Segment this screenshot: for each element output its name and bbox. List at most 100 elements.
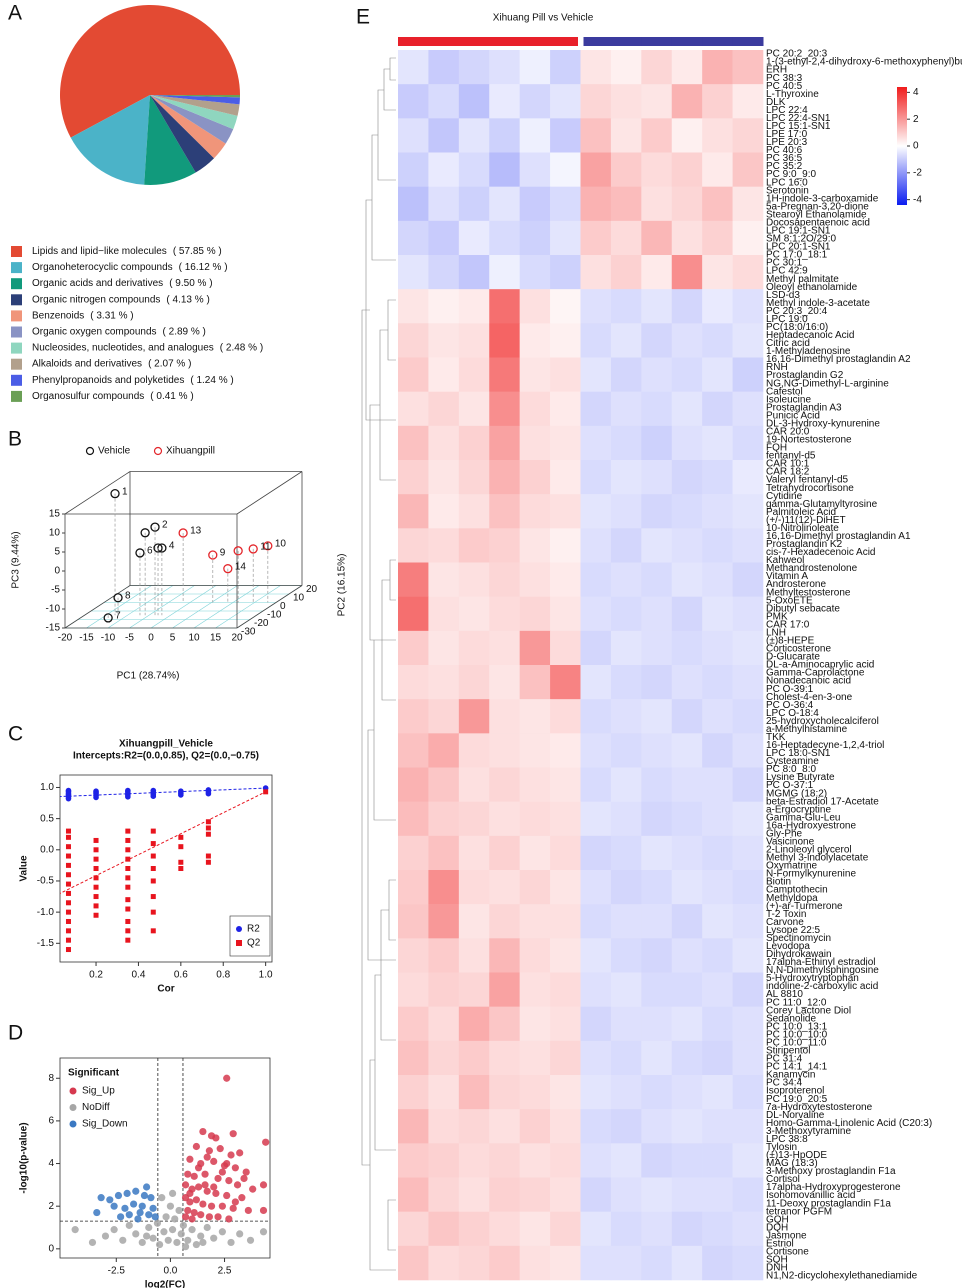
heatmap-cell: [428, 665, 460, 700]
heatmap-cell: [489, 562, 520, 597]
pie-slice: [144, 95, 196, 185]
heatmap-cell: [702, 972, 733, 1007]
point: [125, 884, 131, 890]
x-tick-label: -10: [101, 633, 116, 644]
point: [203, 1153, 211, 1161]
row-label: MAG (18:3): [766, 1158, 818, 1169]
heatmap-cell: [458, 1075, 490, 1110]
point: [151, 1213, 159, 1221]
point: [160, 1228, 168, 1236]
row-label: 19-Nortestosterone: [766, 435, 852, 446]
heatmap-cell: [458, 1006, 490, 1042]
point: [65, 881, 71, 887]
row-label: DLK: [766, 97, 786, 108]
point: [178, 844, 184, 850]
heatmap-cell: [550, 494, 581, 529]
row-label: beta-Estradiol 17-Acetate: [766, 796, 879, 807]
row-label: LPC 15:1-SN1: [766, 121, 831, 132]
heatmap-cell: [398, 152, 429, 187]
row-label: CAR 20:0: [766, 427, 810, 438]
heatmap-cell: [489, 665, 520, 700]
heatmap-cell: [610, 186, 642, 222]
point-label: 13: [190, 526, 202, 537]
heatmap-cell: [580, 289, 612, 324]
heatmap-cell: [550, 1075, 581, 1110]
row-label: 25-hydroxycholecalciferol: [766, 716, 879, 727]
point: [125, 787, 131, 794]
heatmap-cell: [519, 152, 551, 187]
point: [158, 1194, 166, 1202]
point: [93, 912, 99, 918]
row-label: 16,16-Dimethyl prostaglandin A1: [766, 531, 911, 542]
heatmap-cell: [702, 835, 733, 871]
heatmap-cell: [519, 1006, 551, 1042]
point: [93, 788, 99, 795]
heatmap-cell: [550, 801, 581, 837]
point: [184, 1170, 192, 1178]
row-label: LPC O-18:4: [766, 708, 819, 719]
heatmap-cell: [458, 767, 490, 802]
heatmap-cell: [610, 84, 642, 119]
row-label: Carvone: [766, 917, 804, 928]
point: [201, 1181, 209, 1189]
point: [125, 906, 131, 912]
heatmap-cell: [428, 938, 460, 973]
row-label: LPC 16:0: [766, 177, 808, 188]
heatmap-cell: [519, 767, 551, 802]
heatmap-cell: [458, 835, 490, 871]
heatmap-cell: [550, 596, 581, 632]
point: [138, 1202, 146, 1210]
row-label: 3-Methoxytyramine: [766, 1126, 851, 1137]
point: [208, 550, 218, 560]
heatmap-cell: [519, 562, 551, 597]
heatmap-cell: [641, 391, 673, 427]
point: [140, 1191, 149, 1200]
heatmap-cell: [702, 391, 733, 427]
y-axis-label: Value: [19, 855, 30, 882]
pie-slice: [150, 95, 240, 105]
heatmap-cell: [519, 1143, 551, 1178]
point: [140, 528, 150, 538]
heatmap-cell: [671, 460, 703, 495]
heatmap-cell: [428, 1109, 460, 1144]
point: [71, 1226, 79, 1234]
heatmap-cell: [671, 733, 703, 768]
heatmap-cell: [519, 84, 551, 119]
heatmap-cell: [398, 1245, 429, 1281]
heatmap-cell: [398, 733, 429, 768]
legend-marker: [153, 446, 163, 456]
row-label: PC 35:2: [766, 161, 803, 172]
fit-line: [60, 787, 266, 798]
heatmap-cell: [732, 733, 764, 768]
heatmap-cell: [732, 938, 764, 973]
heatmap-cell: [671, 1245, 703, 1281]
point: [244, 1206, 252, 1215]
point: [150, 522, 160, 532]
heatmap-cell: [702, 220, 733, 256]
heatmap-cell: [550, 904, 581, 939]
heatmap-cell: [489, 1245, 520, 1281]
row-label: LPC 42:9: [766, 266, 808, 277]
heatmap-cell: [641, 972, 673, 1007]
point: [150, 909, 156, 915]
heatmap-cell: [428, 1075, 460, 1110]
heatmap-cell: [519, 289, 551, 324]
heatmap-cell: [489, 972, 520, 1007]
point: [65, 787, 72, 794]
heatmap-cell: [519, 186, 551, 222]
heatmap-cell: [458, 494, 490, 529]
heatmap-cell: [610, 630, 642, 666]
row-label: LPC 22:4-SN1: [766, 113, 831, 124]
group-bar: [702, 37, 734, 46]
point: [110, 1202, 118, 1210]
point: [65, 937, 71, 943]
heatmap-cell: [489, 425, 520, 461]
heatmap-cell: [398, 460, 429, 495]
heatmap-cell: [458, 289, 490, 324]
box-edge: [64, 471, 131, 515]
heatmap-cell: [458, 357, 490, 392]
legend-label: Vehicle: [98, 446, 131, 457]
heatmap-cell: [428, 1177, 460, 1212]
heatmap-cell: [428, 1245, 460, 1281]
row-label: SQH: [766, 1255, 788, 1266]
